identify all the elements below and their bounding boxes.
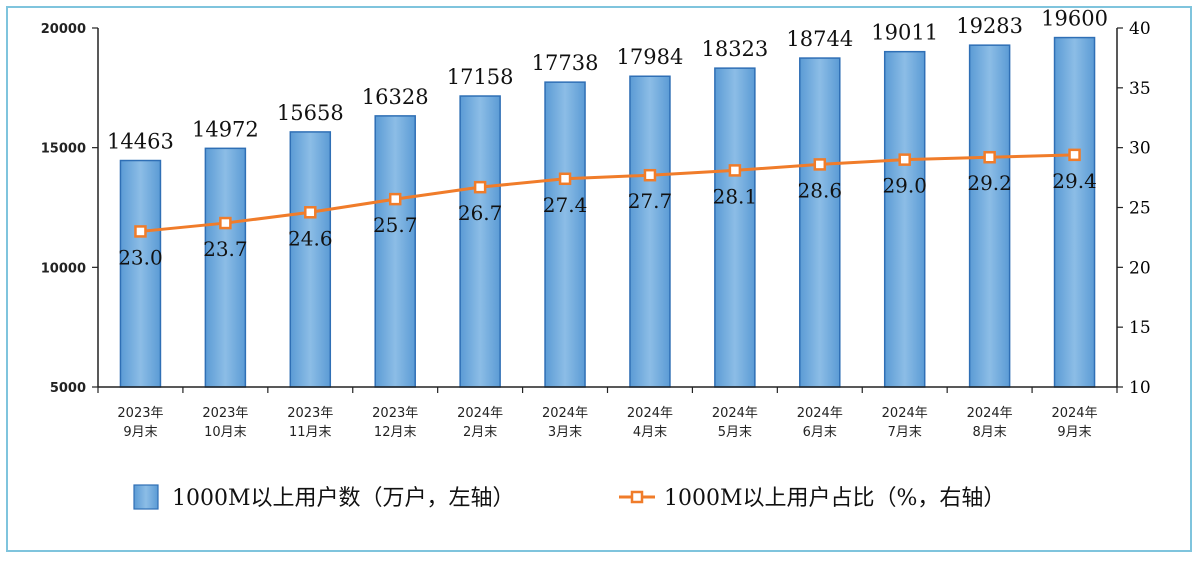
line-point [304, 206, 317, 219]
line-value-label: 23.7 [203, 237, 248, 261]
line-value-label: 25.7 [373, 213, 418, 237]
y-tick-label-right: 35 [1129, 79, 1151, 99]
bar [544, 81, 586, 388]
bar-value-label: 16328 [362, 85, 429, 109]
bar [1053, 36, 1096, 388]
bar-value-label: 14972 [192, 117, 259, 141]
bar [629, 75, 671, 388]
line-value-label: 23.0 [118, 245, 163, 269]
legend-label-bars: 1000M以上用户数（万户，左轴） [172, 486, 515, 511]
line-point [388, 192, 402, 206]
bar-value-label: 14463 [107, 130, 174, 154]
bar [714, 67, 756, 388]
bar-value-label: 17738 [532, 51, 599, 75]
bar [968, 44, 1011, 388]
bar-value-label: 19283 [956, 14, 1023, 38]
line-value-label: 26.7 [458, 201, 503, 225]
line-series [140, 153, 1075, 233]
bar-value-label: 19011 [871, 21, 938, 45]
line-point [219, 216, 232, 230]
line-point [898, 153, 911, 166]
bar [374, 115, 416, 388]
bar-value-label: 18744 [786, 27, 853, 51]
x-tick-label: 2023年 12月末 [372, 406, 418, 440]
x-tick-label: 2024年 9月末 [1051, 406, 1097, 440]
x-tick-label: 2024年 4月末 [627, 406, 673, 440]
legend-swatch-bars [133, 484, 159, 510]
line-point [643, 168, 657, 182]
bar-value-label: 18323 [701, 37, 768, 61]
x-tick-label: 2024年 8月末 [967, 406, 1013, 440]
bar [459, 95, 501, 388]
line-value-label: 29.4 [1052, 169, 1097, 193]
y-tick-label-right: 40 [1129, 19, 1151, 39]
line-value-label: 27.4 [543, 193, 588, 217]
line-point [813, 158, 827, 171]
line-value-label: 24.6 [288, 226, 333, 250]
line-point [558, 172, 572, 186]
line-point [134, 225, 147, 238]
x-tick-label: 2024年 3月末 [542, 406, 588, 440]
line-value-label: 29.0 [882, 174, 927, 198]
line-value-label: 27.7 [628, 189, 673, 213]
bar-value-label: 15658 [277, 101, 344, 125]
y-tick-label-right: 15 [1129, 318, 1151, 338]
legend-label-line: 1000M以上用户占比（%，右轴） [664, 486, 1005, 511]
bar-value-label: 17158 [447, 65, 514, 89]
bar [204, 147, 247, 388]
y-tick-label-right: 10 [1129, 378, 1151, 398]
bar-value-label: 17984 [617, 45, 684, 69]
x-tick-label: 2024年 6月末 [797, 406, 843, 440]
line-point [1068, 148, 1081, 162]
line-point [473, 180, 487, 194]
y-tick-label-left: 15000 [41, 142, 86, 157]
line-point [983, 150, 996, 164]
bar [799, 57, 841, 388]
line-value-label: 28.6 [798, 178, 843, 202]
x-tick-label: 2024年 5月末 [712, 406, 758, 440]
bar-value-label: 19600 [1041, 7, 1108, 31]
bar [883, 50, 926, 388]
y-tick-label-right: 20 [1129, 258, 1151, 278]
y-tick-label-right: 25 [1129, 199, 1151, 219]
line-value-label: 28.1 [713, 184, 758, 208]
line-point [728, 164, 742, 177]
y-tick-label-left: 20000 [41, 22, 86, 37]
y-tick-label-left: 10000 [41, 261, 86, 276]
x-tick-label: 2024年 2月末 [457, 406, 503, 440]
y-tick-label-left: 5000 [50, 381, 86, 396]
bar [119, 159, 162, 388]
y-tick-label-right: 30 [1129, 139, 1151, 159]
x-tick-label: 2023年 10月末 [202, 406, 248, 440]
bar [289, 131, 332, 388]
x-tick-label: 2023年 9月末 [117, 406, 163, 440]
x-tick-label: 2024年 7月末 [882, 406, 928, 440]
line-value-label: 29.2 [967, 171, 1012, 195]
x-tick-label: 2023年 11月末 [287, 406, 333, 440]
legend-swatch-marker [630, 490, 644, 504]
